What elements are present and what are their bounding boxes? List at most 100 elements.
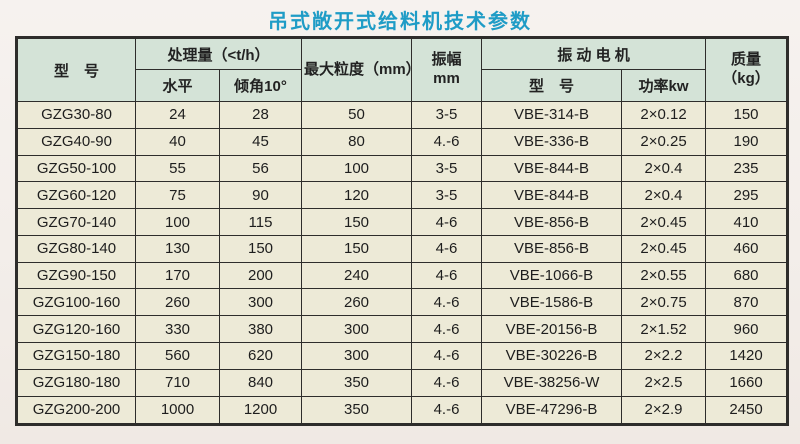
table-row: GZG30-80 24 28 50 3-5 VBE-314-B 2×0.12 150 [16,101,789,129]
cell-amplitude: 3-5 [411,154,482,183]
cell-power: 2×2.5 [620,368,707,397]
cell-power: 2×0.25 [620,127,707,156]
cell-incline: 1200 [219,395,302,426]
cell-incline: 28 [219,101,302,129]
cell-model: GZG180-180 [16,368,136,397]
cell-horizontal: 100 [135,208,220,236]
cell-horizontal: 710 [135,368,220,397]
cell-motor-model: VBE-1586-B [481,288,622,317]
cell-model: GZG150-180 [16,342,136,370]
cell-motor-model: VBE-856-B [481,208,622,236]
cell-model: GZG30-80 [16,101,136,129]
cell-max-size: 240 [301,261,412,290]
cell-mass: 1420 [705,342,789,370]
cell-horizontal: 170 [135,261,220,290]
header-max-size: 最大粒度（mm） [301,37,412,102]
cell-mass: 1660 [705,368,789,397]
header-capacity-horizontal: 水平 [135,69,220,102]
cell-incline: 200 [219,261,302,290]
table-header: 型 号 处理量（<t/h） 最大粒度（mm） 振幅 mm 振 动 电 机 质量 … [16,37,789,102]
table-row: GZG180-180 710 840 350 4.-6 VBE-38256-W 2×2.5 1… [16,368,789,397]
cell-incline: 300 [219,288,302,317]
cell-model: GZG120-160 [16,315,136,344]
table-row: GZG80-140 130 150 150 4-6 VBE-856-B 2×0.45 460 [16,234,789,263]
cell-mass: 960 [705,315,789,344]
cell-max-size: 80 [301,127,412,156]
cell-max-size: 260 [301,288,412,317]
cell-power: 2×0.55 [620,261,707,290]
cell-horizontal: 55 [135,154,220,183]
cell-power: 2×0.4 [620,181,707,210]
table-row: GZG90-150 170 200 240 4-6 VBE-1066-B 2×0.55 680 [16,261,789,290]
cell-horizontal: 130 [135,234,220,263]
cell-incline: 56 [219,154,302,183]
cell-mass: 235 [705,154,789,183]
table-row: GZG60-120 75 90 120 3-5 VBE-844-B 2×0.4 295 [16,181,789,210]
cell-horizontal: 330 [135,315,220,344]
cell-max-size: 300 [301,315,412,344]
cell-horizontal: 1000 [135,395,220,426]
table-body: GZG30-80 24 28 50 3-5 VBE-314-B 2×0.12 150 GZG40… [16,101,789,426]
cell-mass: 190 [705,127,789,156]
cell-motor-model: VBE-856-B [481,234,622,263]
cell-amplitude: 4.-6 [411,127,482,156]
cell-incline: 45 [219,127,302,156]
cell-power: 2×0.75 [620,288,707,317]
header-mass: 质量 （kg） [705,37,789,102]
cell-motor-model: VBE-47296-B [481,395,622,426]
cell-model: GZG40-90 [16,127,136,156]
header-capacity-group: 处理量（<t/h） [135,37,302,70]
cell-mass: 680 [705,261,789,290]
cell-power: 2×2.2 [620,342,707,370]
cell-max-size: 350 [301,395,412,426]
cell-power: 2×0.12 [620,101,707,129]
cell-max-size: 50 [301,101,412,129]
cell-amplitude: 4-6 [411,208,482,236]
cell-horizontal: 260 [135,288,220,317]
cell-model: GZG50-100 [16,154,136,183]
cell-amplitude: 4.-6 [411,288,482,317]
cell-power: 2×2.9 [620,395,707,426]
header-motor-model: 型 号 [481,69,622,102]
header-motor-power: 功率kw [620,69,707,102]
cell-model: GZG70-140 [16,208,136,236]
table-row: GZG100-160 260 300 260 4.-6 VBE-1586-B 2×0.75 8… [16,288,789,317]
cell-max-size: 150 [301,234,412,263]
cell-horizontal: 24 [135,101,220,129]
cell-model: GZG90-150 [16,261,136,290]
cell-horizontal: 560 [135,342,220,370]
cell-max-size: 120 [301,181,412,210]
cell-motor-model: VBE-844-B [481,181,622,210]
cell-incline: 150 [219,234,302,263]
cell-power: 2×0.4 [620,154,707,183]
cell-motor-model: VBE-30226-B [481,342,622,370]
cell-incline: 90 [219,181,302,210]
cell-amplitude: 4-6 [411,261,482,290]
header-motor-group: 振 动 电 机 [480,37,707,70]
cell-incline: 840 [219,368,302,397]
cell-amplitude: 4.-6 [411,368,482,397]
header-amplitude: 振幅 mm [411,37,482,102]
cell-motor-model: VBE-844-B [481,154,622,183]
cell-incline: 380 [219,315,302,344]
cell-motor-model: VBE-314-B [481,101,622,129]
cell-power: 2×0.45 [620,208,707,236]
cell-power: 2×0.45 [620,234,707,263]
table-row: GZG150-180 560 620 300 4.-6 VBE-30226-B 2×2.2 1… [16,342,789,370]
cell-amplitude: 3-5 [411,101,482,129]
table-row: GZG70-140 100 115 150 4-6 VBE-856-B 2×0.45 410 [16,208,789,236]
header-amplitude-line2: mm [433,70,460,87]
cell-max-size: 100 [301,154,412,183]
cell-motor-model: VBE-20156-B [481,315,622,344]
header-amplitude-line1: 振幅 [431,51,462,69]
header-capacity-incline: 倾角10° [219,69,302,102]
table-row: GZG40-90 40 45 80 4.-6 VBE-336-B 2×0.25 190 [16,127,789,156]
cell-model: GZG100-160 [16,288,136,317]
cell-model: GZG60-120 [16,181,136,210]
cell-max-size: 150 [301,208,412,236]
table-row: GZG120-160 330 380 300 4.-6 VBE-20156-B 2×1.52… [16,315,789,344]
cell-amplitude: 4-6 [411,234,482,263]
cell-max-size: 350 [301,368,412,397]
cell-horizontal: 75 [135,181,220,210]
header-mass-line1: 质量 [731,51,762,69]
